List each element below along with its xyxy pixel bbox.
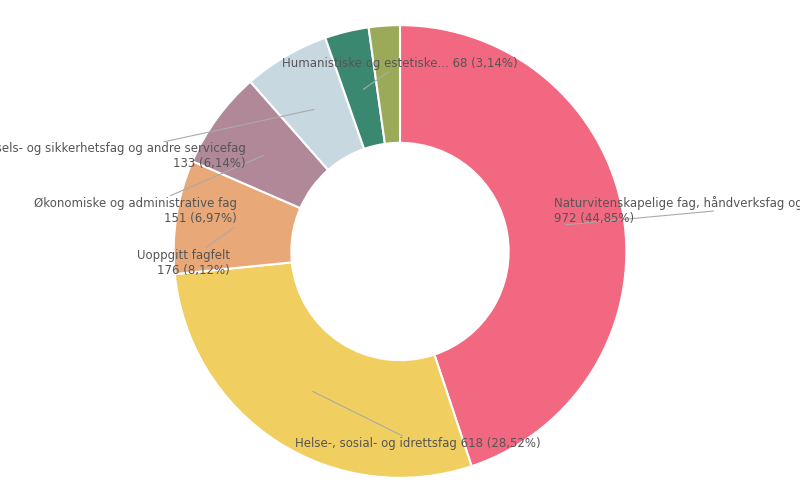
Text: Helse-, sosial- og idrettsfag 618 (28,52%): Helse-, sosial- og idrettsfag 618 (28,52…: [295, 391, 541, 450]
Wedge shape: [193, 81, 328, 208]
Text: Humanistiske og estetiske... 68 (3,14%): Humanistiske og estetiske... 68 (3,14%): [282, 57, 518, 90]
Wedge shape: [400, 25, 626, 466]
Text: Samferdsels- og sikkerhetsfag og andre servicefag
133 (6,14%): Samferdsels- og sikkerhetsfag og andre s…: [0, 110, 314, 171]
Wedge shape: [250, 38, 364, 170]
Text: Naturvitenskapelige fag, håndverksfag og tekniske fag
972 (44,85%): Naturvitenskapelige fag, håndverksfag og…: [554, 196, 800, 225]
Text: Økonomiske og administrative fag
151 (6,97%): Økonomiske og administrative fag 151 (6,…: [34, 155, 264, 225]
Text: Uoppgitt fagfelt
176 (8,12%): Uoppgitt fagfelt 176 (8,12%): [137, 227, 234, 277]
Wedge shape: [174, 263, 472, 478]
Wedge shape: [174, 161, 300, 274]
Wedge shape: [326, 27, 385, 149]
Wedge shape: [369, 25, 400, 144]
